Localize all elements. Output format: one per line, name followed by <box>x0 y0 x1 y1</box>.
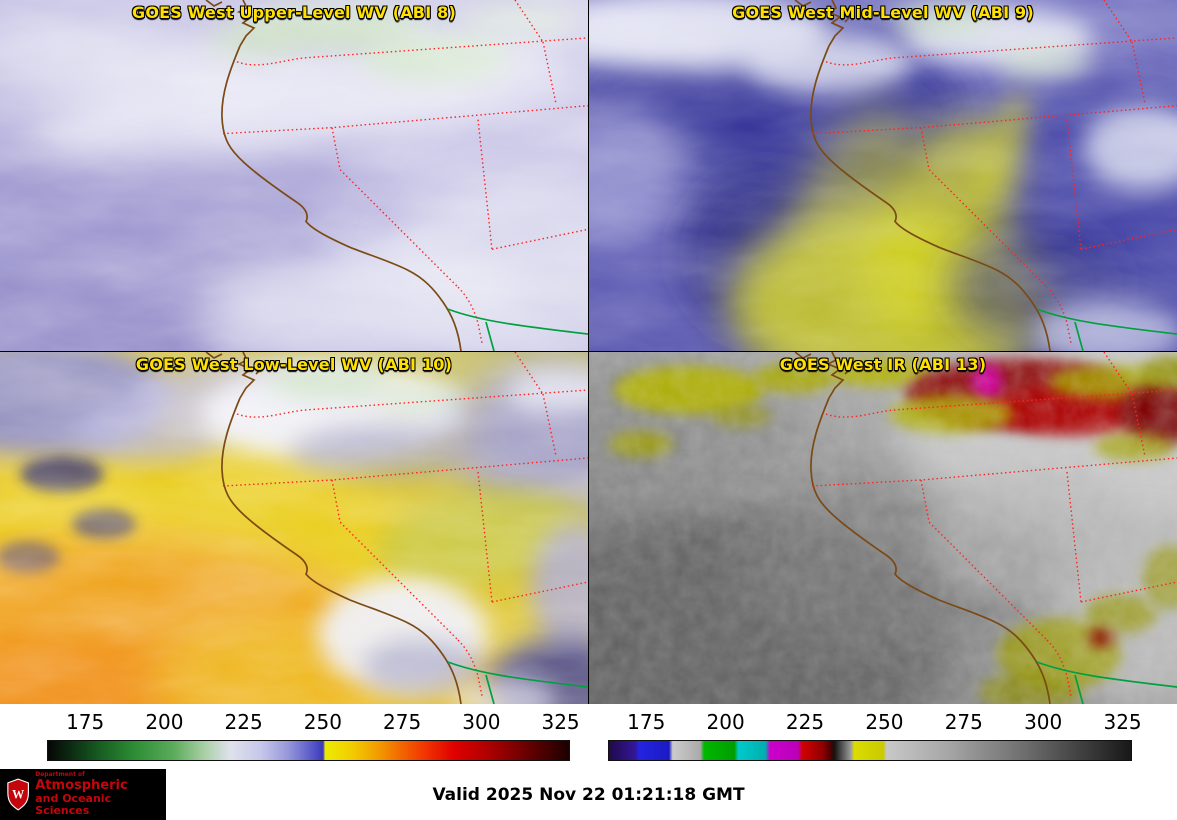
abi8-satellite-image <box>0 0 588 351</box>
panel-title-abi8: GOES West Upper-Level WV (ABI 8) <box>132 3 456 22</box>
ir-colorbar-gradient <box>608 740 1132 761</box>
tick-label: 200 <box>145 710 184 734</box>
panel-title-abi10: GOES West Low-Level WV (ABI 10) <box>135 355 453 374</box>
panel-ir: GOES West IR (ABI 13) <box>589 352 1177 704</box>
panel-title-abi13: GOES West IR (ABI 13) <box>779 355 987 374</box>
ir-colorbar: 175 200 225 250 275 300 325 <box>608 706 1142 766</box>
abi10-satellite-image <box>0 352 588 704</box>
abi13-satellite-image <box>589 352 1177 704</box>
tick-label: 200 <box>706 710 745 734</box>
tick-label: 175 <box>627 710 666 734</box>
abi9-satellite-image <box>589 0 1177 351</box>
crest-letter: W <box>12 788 24 802</box>
colorbar-strip: 175 200 225 250 275 300 325 175 200 225 … <box>0 704 1177 769</box>
logo-line-3: and Oceanic Sciences <box>35 791 112 817</box>
tick-label: 275 <box>383 710 422 734</box>
tick-label: 275 <box>944 710 983 734</box>
panel-mid-level-wv: GOES West Mid-Level WV (ABI 9) <box>589 0 1177 351</box>
logo-line-2: Atmospheric <box>35 777 128 793</box>
tick-label: 225 <box>785 710 825 734</box>
wv-colorbar-ticks: 175 200 225 250 275 300 325 <box>47 706 580 740</box>
footer: Valid 2025 Nov 22 01:21:18 GMT W Departm… <box>0 769 1177 820</box>
tick-label: 250 <box>303 710 342 734</box>
tick-label: 300 <box>1024 710 1063 734</box>
uw-crest-icon: W <box>7 778 29 811</box>
tick-label: 250 <box>865 710 904 734</box>
water-vapor-colorbar: 175 200 225 250 275 300 325 <box>47 706 580 766</box>
tick-label: 225 <box>224 710 263 734</box>
uw-aos-logo: W Department of Atmospheric and Oceanic … <box>0 769 166 820</box>
tick-label: 325 <box>1103 710 1142 734</box>
tick-label: 300 <box>462 710 501 734</box>
panel-title-abi9: GOES West Mid-Level WV (ABI 9) <box>732 3 1034 22</box>
panel-upper-level-wv: GOES West Upper-Level WV (ABI 8) <box>0 0 588 351</box>
logo-line-1: Department of <box>35 771 85 779</box>
tick-label: 325 <box>541 710 580 734</box>
logo-text: Department of Atmospheric and Oceanic Sc… <box>35 771 160 817</box>
valid-time-label: Valid 2025 Nov 22 01:21:18 GMT <box>432 784 745 805</box>
wv-colorbar-gradient <box>47 740 570 761</box>
tick-label: 175 <box>66 710 105 734</box>
ir-colorbar-ticks: 175 200 225 250 275 300 325 <box>608 706 1142 740</box>
satellite-quad-display: GOES West Upper-Level WV (ABI 8) GOE <box>0 0 1177 704</box>
panel-low-level-wv: GOES West Low-Level WV (ABI 10) <box>0 352 588 704</box>
